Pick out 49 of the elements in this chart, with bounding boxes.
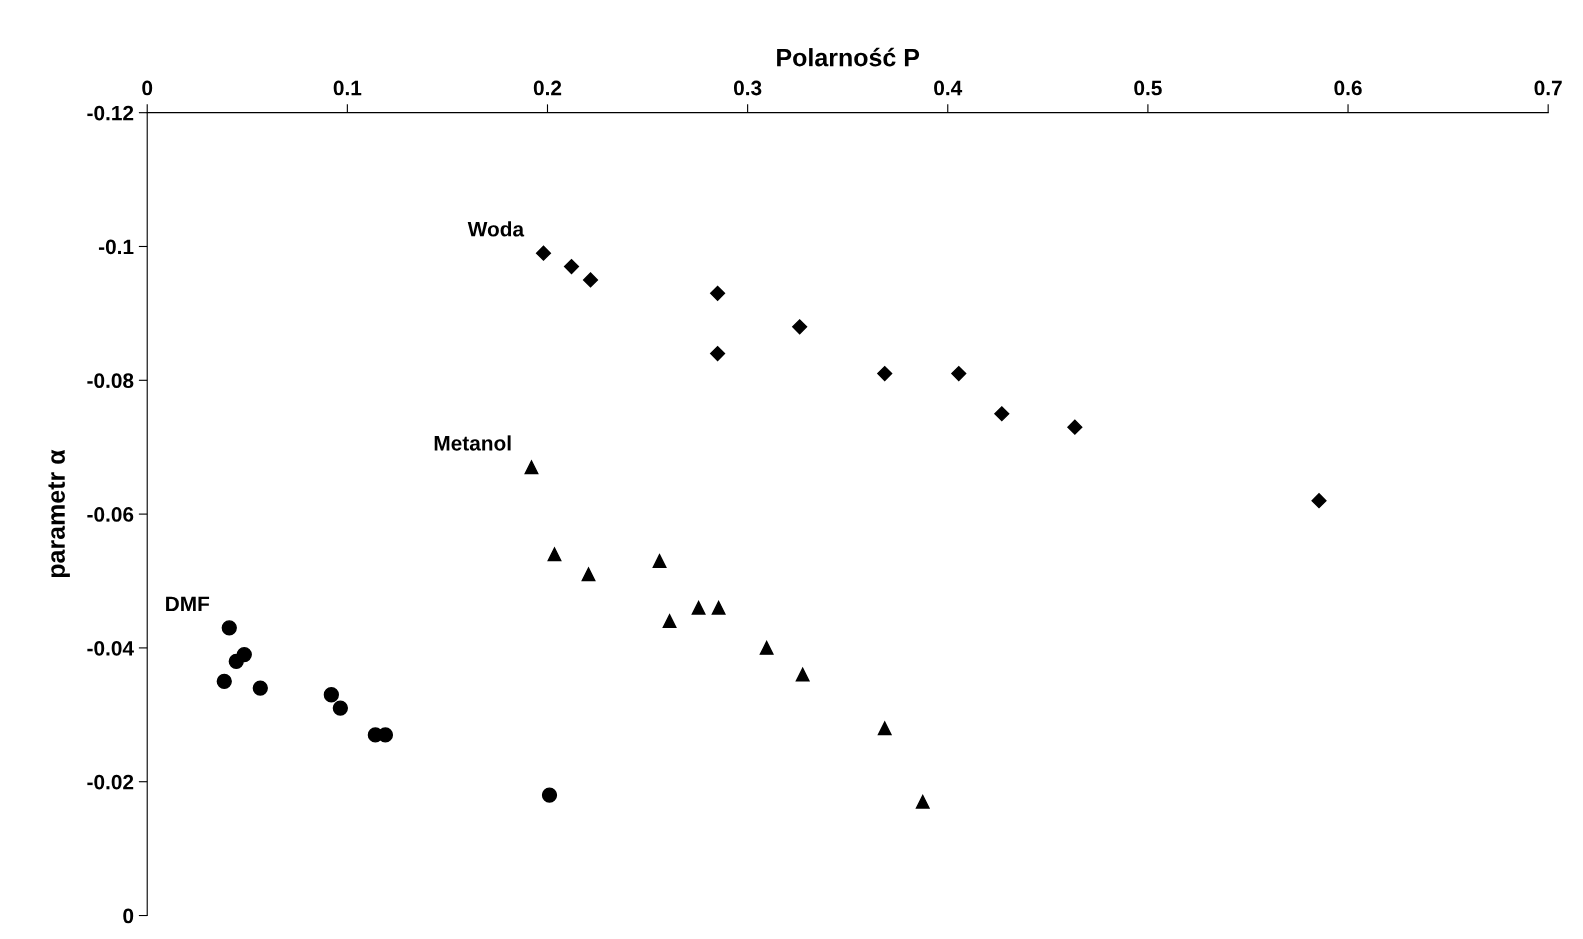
x-tick-label: 0.4 (934, 80, 963, 96)
point (535, 245, 552, 261)
y-tick-label: -0.04 (87, 640, 134, 656)
series-label: DMF (166, 596, 210, 611)
series-label: Woda (467, 221, 525, 237)
x-tick-label: 0.7 (1534, 80, 1562, 96)
y-tick-label: -0.06 (87, 507, 134, 522)
point (1067, 419, 1083, 435)
point (759, 640, 774, 655)
y-tick-label: -0.1 (98, 239, 134, 255)
point (711, 600, 726, 615)
point (252, 680, 268, 696)
point (332, 700, 348, 716)
point (216, 673, 232, 690)
x-tick-label: 0.5 (1134, 80, 1162, 96)
x-tick-label: 0.6 (1334, 80, 1362, 96)
series-label: Metanol (434, 435, 511, 451)
x-tick-label: 0 (142, 80, 153, 96)
point (710, 285, 726, 301)
point (951, 366, 967, 382)
y-tick-label: -0.08 (87, 373, 134, 389)
x-axis-title: Polarność P (777, 47, 920, 67)
point (994, 406, 1010, 422)
x-tick-label: 0.2 (533, 80, 562, 96)
y-tick-label: 0 (123, 908, 134, 924)
point (792, 319, 808, 335)
y-tick-label: -0.12 (87, 105, 134, 121)
point (541, 787, 558, 803)
point (710, 345, 726, 362)
point (581, 567, 596, 582)
point (1311, 493, 1327, 509)
point (524, 460, 539, 475)
point (323, 687, 339, 703)
x-tick-label: 0.1 (333, 80, 362, 96)
point (795, 667, 810, 682)
point (877, 366, 893, 382)
y-axis-title: parametr α (48, 449, 70, 578)
point (547, 547, 562, 562)
point (221, 620, 237, 636)
point (877, 721, 892, 736)
point (652, 553, 667, 568)
point (236, 646, 252, 663)
point (582, 272, 599, 288)
x-tick-label: 0.3 (733, 80, 762, 96)
point (563, 258, 580, 275)
point (915, 794, 930, 809)
point (662, 614, 677, 629)
point (691, 600, 706, 615)
y-tick-label: -0.02 (87, 774, 134, 790)
